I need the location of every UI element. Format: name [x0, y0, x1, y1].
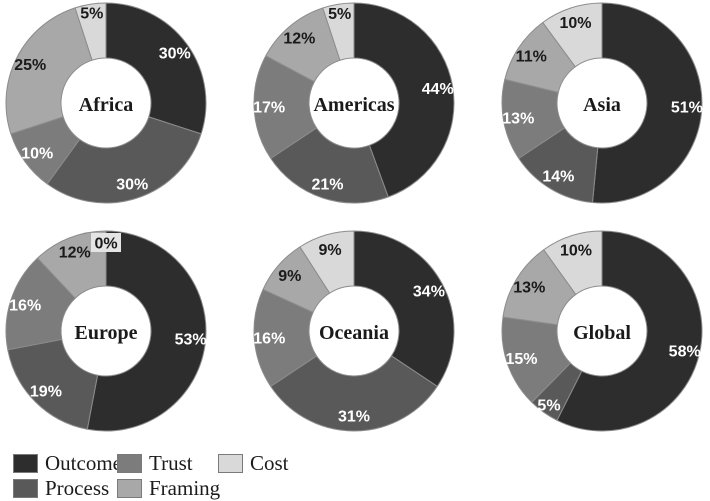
slice-label-framing: 12% [283, 30, 315, 47]
legend-swatch-framing [117, 479, 142, 498]
slice-label-cost: 0% [94, 236, 117, 253]
slice-europe-framing [37, 230, 107, 299]
donut-chart-americas: 44% 21% 17% 12% 5% Americas [253, 2, 455, 204]
slice-africa-process [46, 116, 202, 204]
slice-oceania-process [270, 355, 438, 432]
slice-label-trust: 16% [253, 330, 285, 347]
legend-item-process: Process [13, 476, 117, 501]
slice-label-outcome: 58% [669, 343, 701, 360]
slice-label-outcome: 34% [413, 283, 445, 300]
slice-asia-outcome [591, 2, 703, 204]
zero-label-box [91, 233, 121, 252]
donut-chart-global: 58% 5% 15% 13% 10% Global [501, 230, 703, 432]
legend-label: Outcome [45, 451, 122, 475]
slice-europe-process [7, 338, 99, 430]
chart-center-label: Africa [79, 94, 133, 116]
slice-label-outcome: 51% [671, 100, 703, 117]
slice-label-outcome: 53% [175, 332, 207, 349]
slice-africa-cost [74, 2, 107, 61]
slice-label-process: 5% [537, 398, 560, 415]
slice-asia-cost [542, 2, 603, 68]
legend-swatch-process [13, 479, 38, 498]
chart-center-label: Oceania [319, 322, 389, 344]
slice-label-process: 31% [338, 409, 370, 426]
donut-chart-africa: 30% 30% 10% 25% 5% Africa [5, 2, 207, 204]
slice-label-cost: 10% [559, 15, 591, 32]
slice-americas-process [270, 127, 389, 204]
slice-label-process: 21% [311, 176, 343, 193]
slice-label-trust: 13% [502, 110, 534, 127]
slice-americas-outcome [353, 2, 455, 198]
slice-label-framing: 11% [516, 49, 547, 66]
slice-label-cost: 5% [80, 6, 103, 23]
slice-africa-framing [5, 7, 93, 135]
chart-center-label: Asia [583, 94, 621, 116]
legend-swatch-trust [117, 454, 142, 473]
donut-chart-asia: 51% 14% 13% 11% 10% Asia [501, 2, 703, 204]
slice-label-process: 19% [30, 384, 62, 401]
slice-global-cost [543, 230, 603, 295]
slice-americas-cost [322, 2, 355, 61]
slice-label-trust: 16% [9, 297, 41, 314]
slice-global-outcome [556, 230, 703, 432]
legend-label: Process [45, 476, 110, 500]
slice-label-framing: 25% [14, 57, 46, 74]
slice-label-process: 14% [542, 169, 574, 186]
chart-center-label: Global [573, 322, 631, 344]
chart-legend: Outcome Process Trust Framing Cost [13, 451, 289, 501]
chart-center-label: Americas [313, 94, 394, 116]
legend-label: Framing [149, 476, 221, 500]
legend-item-cost: Cost [218, 451, 289, 476]
slice-label-trust: 17% [253, 100, 285, 117]
slice-label-framing: 13% [513, 280, 545, 297]
legend-label: Cost [250, 451, 289, 475]
legend-label: Trust [149, 451, 193, 475]
slice-oceania-cost [299, 230, 355, 294]
slice-label-framing: 9% [278, 268, 301, 285]
slice-label-trust: 15% [505, 351, 537, 368]
slice-label-process: 30% [116, 176, 148, 193]
donut-chart-oceania: 34% 31% 16% 9% 9% Oceania [253, 230, 455, 432]
slice-label-cost: 10% [560, 243, 592, 260]
slice-africa-outcome [105, 2, 207, 135]
chart-center-label: Europe [75, 322, 138, 344]
legend-item-trust: Trust [117, 451, 218, 476]
slice-europe-outcome [86, 230, 207, 432]
slice-label-cost: 5% [328, 6, 351, 23]
slice-oceania-outcome [353, 230, 455, 387]
donut-charts-area: 30% 30% 10% 25% 5% Africa 44% 21% 17% 12% 5% Americ… [5, 2, 703, 432]
slice-label-trust: 10% [21, 146, 53, 163]
legend-item-outcome: Outcome [13, 451, 122, 476]
legend-swatch-cost [218, 454, 243, 473]
legend-swatch-outcome [13, 454, 38, 473]
donut-chart-europe: 53% 19% 16% 12%0% Europe [5, 230, 207, 432]
slice-label-outcome: 44% [422, 81, 454, 98]
slice-label-framing: 12% [59, 245, 91, 262]
slice-label-cost: 9% [318, 242, 341, 259]
legend-item-framing: Framing [117, 476, 221, 501]
slice-label-outcome: 30% [159, 46, 191, 63]
